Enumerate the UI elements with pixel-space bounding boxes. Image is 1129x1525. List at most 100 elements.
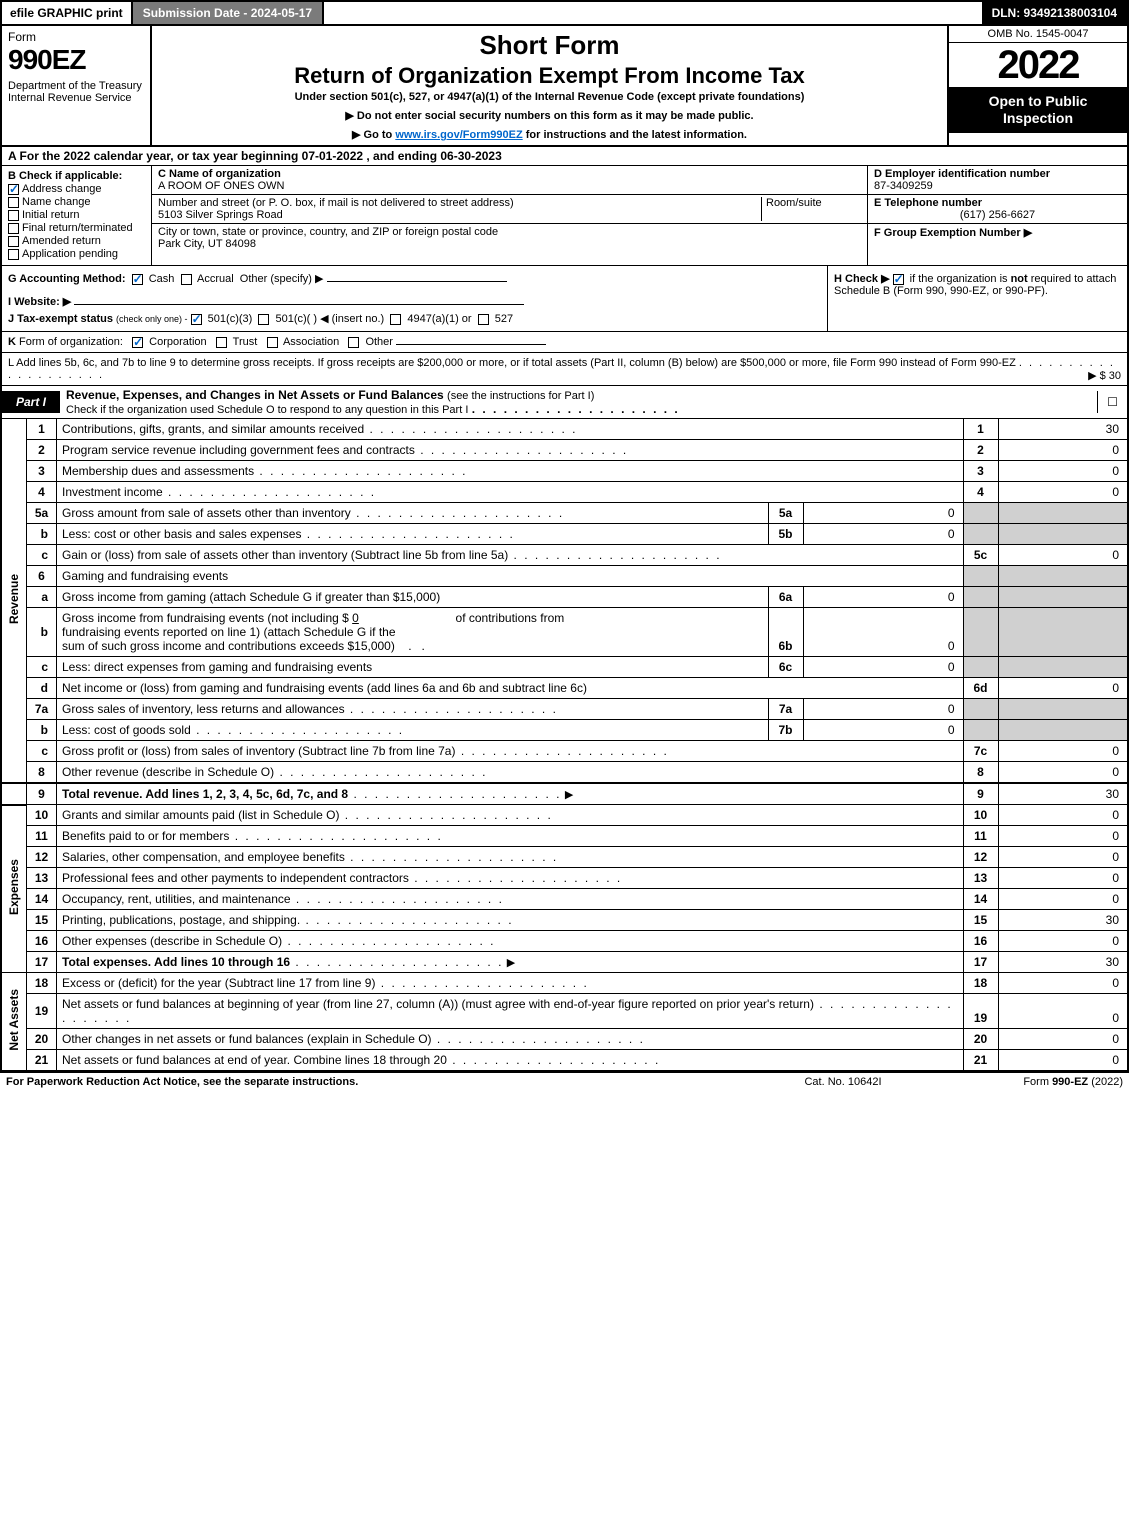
line-13: 13 Professional fees and other payments … [1, 868, 1128, 889]
line-5b: b Less: cost or other basis and sales ex… [1, 524, 1128, 545]
checkbox-icon[interactable] [348, 337, 359, 348]
section-bcdef: B Check if applicable: Address change Na… [0, 166, 1129, 266]
g-other-input[interactable] [327, 281, 507, 282]
j-label: J Tax-exempt status [8, 313, 113, 325]
accounting-method-row: G Accounting Method: Cash Accrual Other … [8, 272, 821, 285]
gh-right: H Check ▶ if the organization is not req… [827, 266, 1127, 331]
line-7a: 7a Gross sales of inventory, less return… [1, 699, 1128, 720]
part1-title: Revenue, Expenses, and Changes in Net As… [60, 386, 1097, 418]
row-l: L Add lines 5b, 6c, and 7b to line 9 to … [0, 353, 1129, 386]
checkbox-icon [8, 184, 19, 195]
chk-amended-return[interactable]: Amended return [8, 235, 145, 247]
checkbox-icon[interactable] [390, 314, 401, 325]
checkbox-icon[interactable] [258, 314, 269, 325]
line-18: Net Assets 18 Excess or (deficit) for th… [1, 973, 1128, 994]
phone-row: E Telephone number (617) 256-6627 [868, 195, 1127, 224]
chk-name-change[interactable]: Name change [8, 196, 145, 208]
omb-number: OMB No. 1545-0047 [949, 26, 1127, 43]
header-center: Short Form Return of Organization Exempt… [152, 26, 947, 145]
j-4947: 4947(a)(1) or [407, 313, 471, 325]
section-gh: G Accounting Method: Cash Accrual Other … [0, 266, 1129, 332]
row-k: K Form of organization: Corporation Trus… [0, 332, 1129, 353]
ssn-warning: ▶ Do not enter social security numbers o… [158, 109, 941, 122]
checkbox-icon[interactable] [216, 337, 227, 348]
street-label: Number and street (or P. O. box, if mail… [158, 197, 761, 209]
form-header: Form 990EZ Department of the Treasury In… [0, 26, 1129, 147]
line-7b: b Less: cost of goods sold 7b 0 [1, 720, 1128, 741]
page-footer: For Paperwork Reduction Act Notice, see … [0, 1071, 1129, 1091]
irs-link[interactable]: www.irs.gov/Form990EZ [395, 129, 522, 141]
footer-mid: Cat. No. 10642I [743, 1076, 943, 1088]
line-4: 4 Investment income 4 0 [1, 482, 1128, 503]
under-section-text: Under section 501(c), 527, or 4947(a)(1)… [158, 91, 941, 103]
tax-exempt-row: J Tax-exempt status (check only one) - 5… [8, 312, 821, 325]
col-b-title: B Check if applicable: [8, 170, 122, 182]
checkbox-icon[interactable] [181, 274, 192, 285]
line-21: 21 Net assets or fund balances at end of… [1, 1050, 1128, 1071]
g-cash: Cash [149, 273, 175, 285]
line-6b: b Gross income from fundraising events (… [1, 608, 1128, 657]
ein-row: D Employer identification number 87-3409… [868, 166, 1127, 195]
gh-left: G Accounting Method: Cash Accrual Other … [2, 266, 827, 331]
group-exemption-label: F Group Exemption Number ▶ [874, 227, 1032, 239]
department-label: Department of the Treasury Internal Reve… [8, 80, 144, 104]
form-number: 990EZ [8, 44, 144, 76]
col-def: D Employer identification number 87-3409… [867, 166, 1127, 265]
open-to-public: Open to Public Inspection [949, 87, 1127, 133]
chk-initial-return[interactable]: Initial return [8, 209, 145, 221]
part1-check-line: Check if the organization used Schedule … [66, 404, 468, 416]
checkbox-icon [8, 223, 19, 234]
g-label: G Accounting Method: [8, 273, 126, 285]
checkbox-icon [8, 236, 19, 247]
website-input[interactable] [74, 304, 524, 305]
checkbox-icon[interactable] [132, 337, 143, 348]
checkbox-icon [8, 197, 19, 208]
form-word: Form [8, 30, 144, 44]
checkbox-icon[interactable] [132, 274, 143, 285]
checkbox-icon[interactable] [267, 337, 278, 348]
line-6a: a Gross income from gaming (attach Sched… [1, 587, 1128, 608]
header-right: OMB No. 1545-0047 2022 Open to Public In… [947, 26, 1127, 145]
city-row: City or town, state or province, country… [152, 224, 867, 252]
org-name-row: C Name of organization A ROOM OF ONES OW… [152, 166, 867, 195]
checkbox-icon [8, 210, 19, 221]
revenue-vert-label: Revenue [1, 419, 27, 783]
short-form-title: Short Form [158, 30, 941, 61]
line-2: 2 Program service revenue including gove… [1, 440, 1128, 461]
line-20: 20 Other changes in net assets or fund b… [1, 1029, 1128, 1050]
website-row: I Website: ▶ [8, 295, 821, 308]
line-17: 17 Total expenses. Add lines 10 through … [1, 952, 1128, 973]
checkbox-icon[interactable] [191, 314, 202, 325]
tax-year: 2022 [949, 43, 1127, 87]
chk-final-return[interactable]: Final return/terminated [8, 222, 145, 234]
top-bar: efile GRAPHIC print Submission Date - 20… [0, 0, 1129, 26]
checkbox-icon[interactable] [478, 314, 489, 325]
arrow-icon: ▶ [565, 789, 573, 801]
netassets-vert-label: Net Assets [1, 973, 27, 1071]
line-3: 3 Membership dues and assessments 3 0 [1, 461, 1128, 482]
l-text: L Add lines 5b, 6c, and 7b to line 9 to … [8, 357, 1016, 369]
goto-prefix: ▶ Go to [352, 129, 395, 141]
h-label: H Check ▶ [834, 273, 890, 285]
part1-checkbox[interactable]: ☐ [1097, 391, 1127, 413]
chk-application-pending[interactable]: Application pending [8, 248, 145, 260]
col-b-checkboxes: B Check if applicable: Address change Na… [2, 166, 152, 265]
col-c-org-info: C Name of organization A ROOM OF ONES OW… [152, 166, 867, 265]
submission-date: Submission Date - 2024-05-17 [131, 2, 324, 24]
chk-address-change[interactable]: Address change [8, 183, 145, 195]
goto-suffix: for instructions and the latest informat… [523, 129, 747, 141]
line-5c: c Gain or (loss) from sale of assets oth… [1, 545, 1128, 566]
j-501c: 501(c)( ) ◀ (insert no.) [275, 313, 384, 325]
row-a-tax-year: A For the 2022 calendar year, or tax yea… [0, 147, 1129, 166]
line-14: 14 Occupancy, rent, utilities, and maint… [1, 889, 1128, 910]
k-other-input[interactable] [396, 344, 546, 345]
ein-label: D Employer identification number [874, 168, 1050, 180]
checkbox-icon[interactable] [893, 274, 904, 285]
phone-label: E Telephone number [874, 197, 982, 209]
org-name-value: A ROOM OF ONES OWN [158, 180, 861, 192]
j-527: 527 [495, 313, 513, 325]
part1-sub: (see the instructions for Part I) [447, 390, 594, 402]
line-12: 12 Salaries, other compensation, and emp… [1, 847, 1128, 868]
efile-print-label[interactable]: efile GRAPHIC print [2, 2, 131, 24]
org-name-label: C Name of organization [158, 168, 861, 180]
